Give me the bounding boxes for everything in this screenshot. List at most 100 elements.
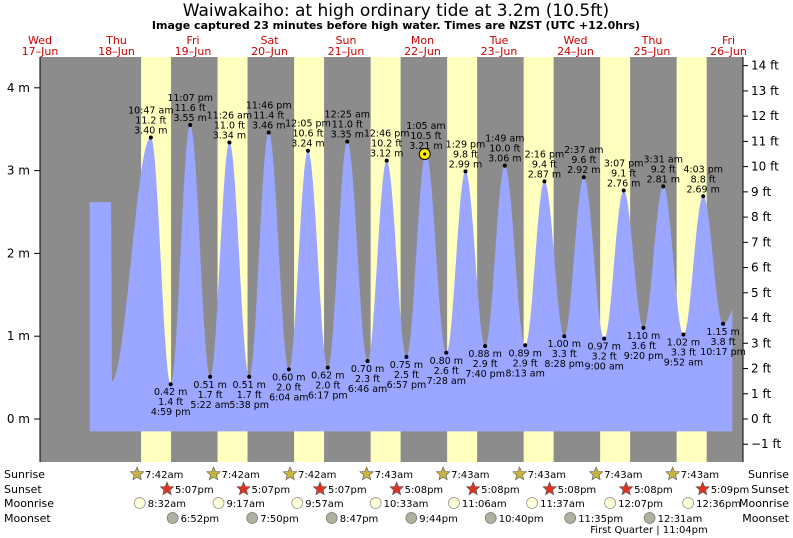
tide-time: 6:46 am bbox=[348, 384, 387, 395]
low-tide-label: 0.42 m1.4 ft4:59 pm bbox=[151, 387, 191, 418]
tide-height-m: 2.76 m bbox=[607, 178, 640, 189]
left-axis-label: 3 m bbox=[7, 164, 30, 178]
low-tide-point bbox=[247, 374, 252, 379]
current-tide-dot bbox=[423, 152, 427, 156]
moonrise-time: 9:17am bbox=[227, 499, 265, 510]
tide-height-m: 3.24 m bbox=[291, 139, 324, 150]
tide-height-m: 3.34 m bbox=[213, 130, 246, 141]
right-axis-label: 13 ft bbox=[751, 84, 779, 98]
tide-height-ft: 11.2 ft bbox=[135, 115, 166, 126]
sunset-icon bbox=[695, 481, 711, 496]
tide-height-ft: 9.2 ft bbox=[651, 164, 676, 175]
moonset-time: 10:40pm bbox=[499, 514, 544, 525]
right-axis-label: 4 ft bbox=[751, 311, 771, 325]
sunrise-icon bbox=[588, 466, 604, 481]
moonset-icon bbox=[484, 512, 497, 524]
sunrise-time: 7:43am bbox=[681, 470, 719, 481]
day-date: 24–Jun bbox=[557, 45, 594, 58]
sunset-time: 5:07pm bbox=[328, 485, 367, 496]
moonset-time: 7:50pm bbox=[260, 514, 299, 525]
low-tide-point bbox=[365, 359, 370, 364]
sunset-icon bbox=[236, 481, 251, 496]
tide-height-ft: 3.8 ft bbox=[711, 337, 736, 348]
day-date: 23–Jun bbox=[481, 45, 518, 58]
low-tide-point bbox=[681, 332, 686, 337]
day-name: Wed bbox=[564, 34, 588, 47]
tide-height-m: 3.12 m bbox=[370, 149, 403, 160]
tide-height-m: 0.97 m bbox=[587, 342, 620, 353]
tide-height-ft: 3.3 ft bbox=[671, 348, 696, 359]
day-name: Fri bbox=[186, 34, 199, 47]
high-tide-label: 2:16 pm9.4 ft2.87 m bbox=[525, 149, 565, 180]
tide-height-m: 0.51 m bbox=[193, 380, 226, 391]
moon-phase-label: First Quarter | 11:04pm bbox=[590, 525, 708, 536]
day-name: Thu bbox=[641, 34, 663, 47]
tide-height-m: 0.75 m bbox=[390, 360, 423, 371]
tide-time: 11:07 pm bbox=[167, 93, 213, 104]
moonset-time: 11:35pm bbox=[578, 514, 623, 525]
left-axis-label: 4 m bbox=[7, 81, 30, 95]
sunrise-time: 7:43am bbox=[375, 470, 413, 481]
high-tide-point bbox=[542, 179, 547, 184]
high-tide-point bbox=[701, 194, 706, 199]
chart-subtitle: Image captured 23 minutes before high wa… bbox=[152, 19, 640, 32]
tide-height-ft: 3.3 ft bbox=[552, 349, 577, 360]
low-tide-label: 0.70 m2.3 ft6:46 am bbox=[348, 364, 387, 395]
low-tide-point bbox=[286, 367, 291, 372]
right-axis-label: 8 ft bbox=[751, 210, 771, 224]
moonrise-icon bbox=[526, 497, 538, 509]
high-tide-label: 2:37 am9.6 ft2.92 m bbox=[564, 145, 603, 176]
tide-height-ft: 10.5 ft bbox=[410, 131, 441, 142]
sunrise-time: 7:42am bbox=[298, 470, 336, 481]
sunset-icon bbox=[389, 481, 405, 496]
right-axis-label: −1 ft bbox=[751, 437, 782, 451]
sunrise-time: 7:43am bbox=[528, 470, 566, 481]
moonrise-time: 10:33am bbox=[384, 499, 429, 510]
tide-height-ft: 10.2 ft bbox=[371, 139, 402, 150]
low-tide-label: 1.02 m3.3 ft9:52 am bbox=[664, 338, 703, 369]
sunrise-time: 7:42am bbox=[145, 470, 183, 481]
day-date: 25–Jun bbox=[634, 45, 671, 58]
tide-time: 1:49 am bbox=[485, 134, 524, 145]
day-date: 26–Jun bbox=[710, 45, 747, 58]
tide-time: 10:47 am bbox=[128, 105, 173, 116]
low-tide-point bbox=[168, 382, 173, 387]
moonrise-icon bbox=[604, 497, 616, 509]
day-name: Fri bbox=[722, 34, 735, 47]
tide-height-m: 3.35 m bbox=[331, 130, 364, 141]
low-tide-label: 0.51 m1.7 ft5:22 am bbox=[190, 380, 229, 411]
moonrise-time: 12:07pm bbox=[618, 499, 663, 510]
left-axis-label: 1 m bbox=[7, 329, 30, 343]
sunset-time: 5:07pm bbox=[252, 485, 291, 496]
tide-time: 12:46 pm bbox=[364, 129, 410, 140]
tide-height-m: 2.99 m bbox=[449, 159, 482, 170]
low-tide-label: 0.62 m2.0 ft6:17 pm bbox=[308, 371, 348, 402]
tide-time: 3:07 pm bbox=[604, 158, 644, 169]
tide-height-m: 0.62 m bbox=[311, 371, 344, 382]
tide-height-ft: 2.3 ft bbox=[355, 374, 380, 385]
tide-time: 7:28 am bbox=[427, 376, 466, 387]
tide-height-ft: 2.6 ft bbox=[434, 366, 459, 377]
tide-height-ft: 3.6 ft bbox=[631, 341, 656, 352]
tide-time: 5:22 am bbox=[190, 400, 229, 411]
right-axis-label: 9 ft bbox=[751, 185, 771, 199]
moonset-time: 12:31am bbox=[658, 514, 703, 525]
tide-height-m: 3.55 m bbox=[173, 113, 206, 124]
tide-height-ft: 9.8 ft bbox=[453, 149, 478, 160]
tide-time: 7:40 pm bbox=[465, 369, 505, 380]
tide-height-m: 0.60 m bbox=[272, 372, 305, 383]
moonset-row-label-left: Moonset bbox=[4, 512, 51, 525]
sunset-icon bbox=[465, 481, 481, 496]
tide-height-m: 2.87 m bbox=[528, 169, 561, 180]
tide-height-m: 1.10 m bbox=[627, 331, 660, 342]
tide-height-m: 0.51 m bbox=[233, 380, 266, 391]
sunset-icon bbox=[618, 481, 634, 496]
low-tide-point bbox=[602, 336, 607, 341]
low-tide-label: 0.97 m3.2 ft9:00 am bbox=[584, 342, 623, 373]
